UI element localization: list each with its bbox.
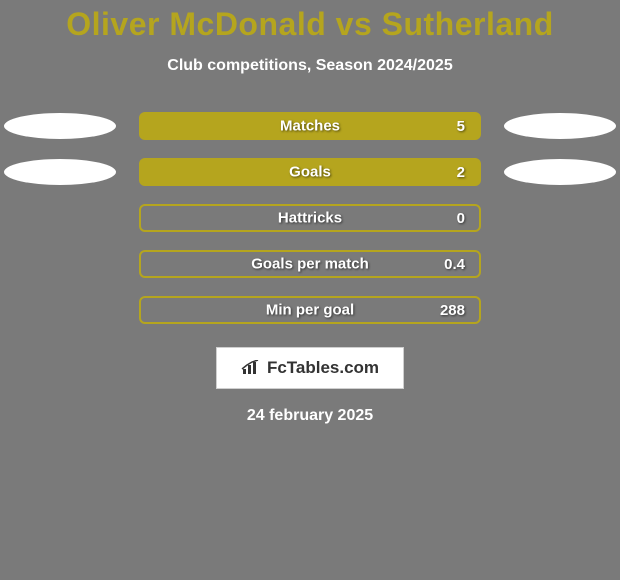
title: Oliver McDonald vs Sutherland — [66, 6, 554, 43]
stat-value: 0.4 — [444, 256, 465, 273]
stat-value: 2 — [457, 164, 465, 181]
player-marker-right — [504, 159, 616, 185]
player-marker-left — [4, 113, 116, 139]
player-marker-left — [4, 159, 116, 185]
stat-bar: Goals per match 0.4 — [139, 250, 481, 278]
brand-text: FcTables.com — [267, 358, 379, 378]
brand-box[interactable]: FcTables.com — [216, 347, 404, 389]
bar-chart-icon — [241, 360, 261, 376]
stat-bar: Goals 2 — [139, 158, 481, 186]
stat-value: 5 — [457, 118, 465, 135]
stat-label: Goals — [289, 164, 331, 181]
stat-row: Goals 2 — [0, 149, 620, 195]
stat-label: Hattricks — [278, 210, 342, 227]
stat-row: Matches 5 — [0, 103, 620, 149]
stat-bar: Matches 5 — [139, 112, 481, 140]
stat-bar: Hattricks 0 — [139, 204, 481, 232]
stat-rows: Matches 5 Goals 2 Hattricks 0 Goals per match 0… — [0, 103, 620, 333]
stat-row: Goals per match 0.4 — [0, 241, 620, 287]
stat-label: Goals per match — [251, 256, 369, 273]
player-marker-right — [504, 113, 616, 139]
comparison-card: Oliver McDonald vs Sutherland Club compe… — [0, 0, 620, 580]
stat-row: Min per goal 288 — [0, 287, 620, 333]
stat-row: Hattricks 0 — [0, 195, 620, 241]
stat-label: Min per goal — [266, 302, 354, 319]
subtitle: Club competitions, Season 2024/2025 — [167, 57, 452, 75]
stat-value: 0 — [457, 210, 465, 227]
stat-value: 288 — [440, 302, 465, 319]
stat-bar: Min per goal 288 — [139, 296, 481, 324]
date-text: 24 february 2025 — [247, 407, 373, 425]
stat-label: Matches — [280, 118, 340, 135]
